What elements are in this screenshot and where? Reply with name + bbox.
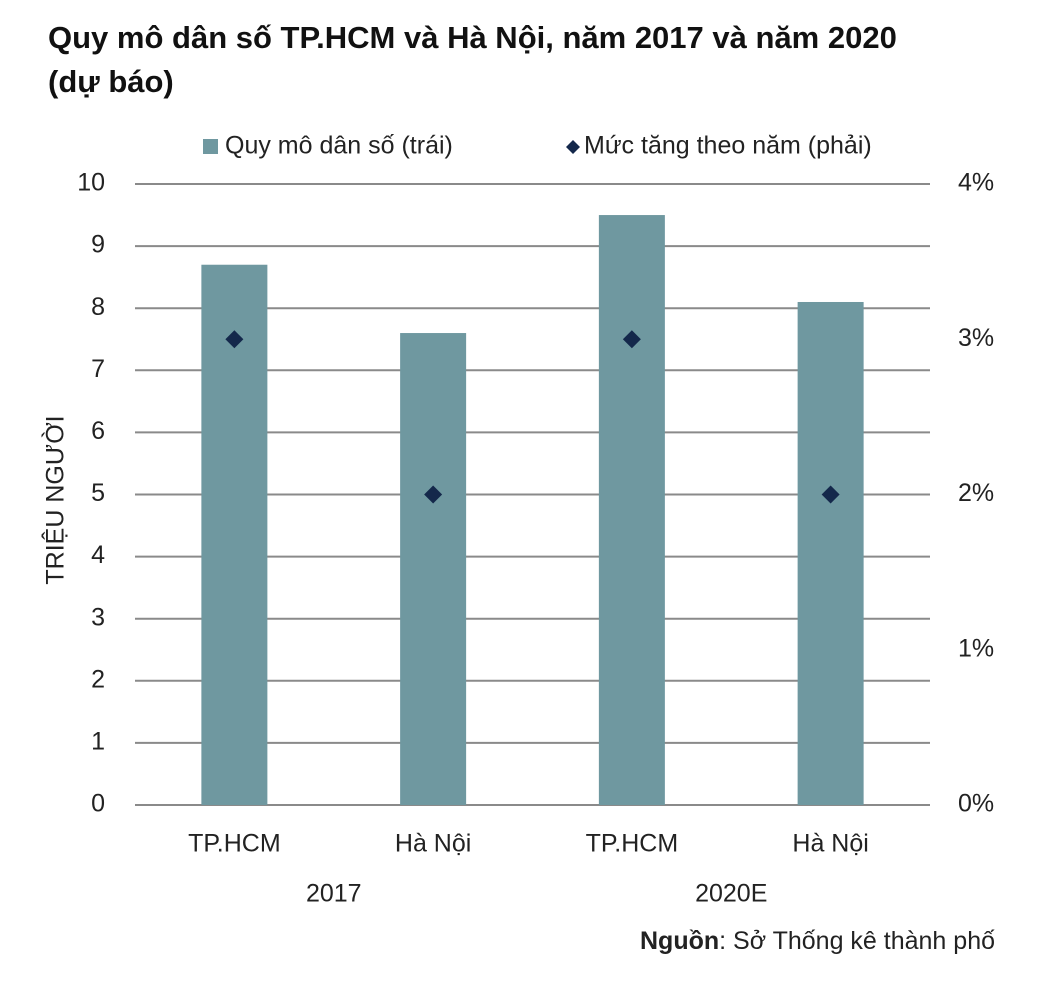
y-tick-label: 4 bbox=[91, 541, 105, 569]
y2-tick-label: 3% bbox=[958, 324, 994, 352]
y-tick-label: 1 bbox=[91, 728, 105, 756]
marker bbox=[821, 485, 840, 504]
x-tick-label: Hà Nội bbox=[792, 830, 868, 858]
bar bbox=[598, 215, 665, 806]
y2-tick-label: 4% bbox=[958, 169, 994, 197]
x-tick-label: Hà Nội bbox=[395, 830, 471, 858]
source-text: : Sở Thống kê thành phố bbox=[719, 927, 995, 955]
legend-marker bbox=[203, 139, 218, 154]
legend-marker bbox=[566, 140, 580, 154]
y-tick-label: 3 bbox=[91, 603, 105, 631]
legend-label: Quy mô dân số (trái) bbox=[225, 132, 453, 160]
x-group-label: 2020E bbox=[695, 880, 767, 908]
marker bbox=[225, 330, 244, 349]
y-tick-label: 6 bbox=[91, 417, 105, 445]
bar bbox=[201, 264, 268, 806]
y2-tick-label: 0% bbox=[958, 790, 994, 818]
marker bbox=[622, 330, 641, 349]
x-tick-label: TP.HCM bbox=[586, 830, 679, 858]
legend-label: Mức tăng theo năm (phải) bbox=[584, 132, 872, 160]
y-tick-label: 10 bbox=[77, 169, 105, 197]
y-tick-label: 7 bbox=[91, 355, 105, 383]
y-tick-label: 9 bbox=[91, 231, 105, 259]
y-tick-label: 8 bbox=[91, 293, 105, 321]
y-tick-label: 2 bbox=[91, 665, 105, 693]
bar bbox=[797, 301, 864, 805]
y2-tick-label: 2% bbox=[958, 479, 994, 507]
chart-title: Quy mô dân số TP.HCM và Hà Nội, năm 2017… bbox=[48, 20, 897, 99]
source-label: Nguồn bbox=[640, 927, 719, 955]
y-axis-title: TRIỆU NGƯỜI bbox=[41, 415, 70, 584]
marker bbox=[424, 485, 443, 504]
y-tick-label: 0 bbox=[91, 790, 105, 818]
source: Nguồn: Sở Thống kê thành phố bbox=[640, 927, 995, 955]
y2-tick-label: 1% bbox=[958, 634, 994, 662]
bar bbox=[400, 333, 467, 805]
x-tick-label: TP.HCM bbox=[188, 830, 281, 858]
x-group-label: 2017 bbox=[306, 880, 362, 908]
y-tick-label: 5 bbox=[91, 479, 105, 507]
